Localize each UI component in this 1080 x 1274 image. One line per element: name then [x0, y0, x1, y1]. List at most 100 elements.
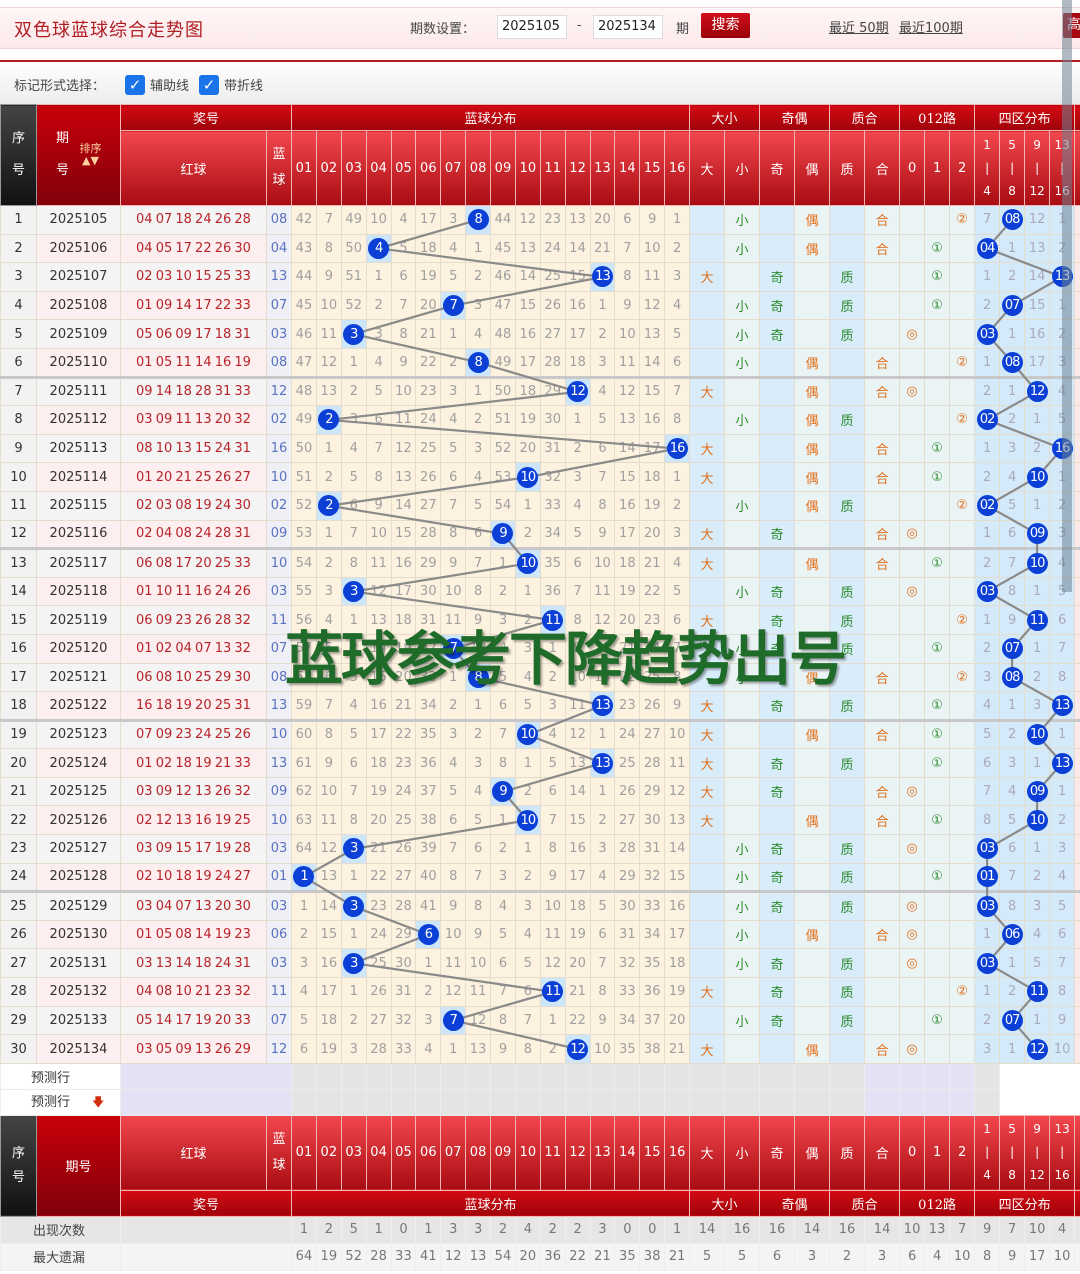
predict-cell[interactable]: [540, 1089, 565, 1115]
search-button[interactable]: 搜索: [701, 13, 750, 38]
predict-cell[interactable]: [865, 1089, 900, 1115]
attr-mark-prime: 合: [876, 1044, 889, 1059]
predict-cell[interactable]: [416, 1089, 441, 1115]
predict-cell[interactable]: [292, 1063, 317, 1089]
predict-cell[interactable]: [341, 1089, 366, 1115]
predict-cell[interactable]: [925, 1063, 950, 1089]
predict-cell[interactable]: [466, 1063, 491, 1089]
header-issue[interactable]: 期号排序▲▼: [37, 105, 121, 206]
fold-line-checkbox[interactable]: ✓: [199, 75, 219, 95]
aux-line-checkbox[interactable]: ✓: [125, 75, 145, 95]
predict-cell[interactable]: [795, 1089, 830, 1115]
predict-cell[interactable]: [665, 1063, 690, 1089]
stats-value: 4: [515, 1216, 540, 1243]
arrow-down-icon[interactable]: 🡇: [92, 1095, 104, 1109]
predict-cell[interactable]: [416, 1063, 441, 1089]
attr-prime: [865, 835, 900, 864]
red-balls: 01 02 18 19 21 33: [121, 749, 267, 778]
miss-count: 29: [416, 549, 441, 578]
predict-label-cell[interactable]: 预测行: [1, 1063, 121, 1089]
predict-cell[interactable]: [466, 1089, 491, 1115]
predict-cell[interactable]: [565, 1063, 590, 1089]
predict-label-cell[interactable]: 预测行 🡇: [1, 1089, 121, 1115]
predict-row[interactable]: 预测行: [1, 1063, 1080, 1089]
predict-row[interactable]: 预测行 🡇: [1, 1089, 1080, 1115]
miss-count: 10: [391, 377, 416, 406]
predict-cell[interactable]: [830, 1089, 865, 1115]
stats-value: 14: [795, 1216, 830, 1243]
predict-cell[interactable]: [316, 1089, 341, 1115]
predict-cell[interactable]: [391, 1063, 416, 1089]
miss-count: 4: [441, 749, 466, 778]
predict-cell[interactable]: [725, 1089, 760, 1115]
predict-cell[interactable]: [565, 1089, 590, 1115]
attr-route: ◎: [900, 835, 925, 864]
predict-cell[interactable]: [366, 1063, 391, 1089]
predict-cell[interactable]: [925, 1089, 950, 1115]
miss-count: 33: [640, 892, 665, 921]
miss-count: 36: [416, 749, 441, 778]
recent-100-link[interactable]: 最近100期: [899, 17, 963, 36]
sort-button[interactable]: 排序▲▼: [80, 143, 102, 167]
predict-red-cell[interactable]: [121, 1089, 292, 1115]
predict-cell[interactable]: [665, 1089, 690, 1115]
predict-cell[interactable]: [366, 1089, 391, 1115]
attr-parity: 偶: [795, 463, 830, 492]
predict-cell[interactable]: [441, 1089, 466, 1115]
attr-route: [950, 1006, 975, 1035]
predict-cell[interactable]: [341, 1063, 366, 1089]
attr-mark-route: ◎: [906, 1042, 917, 1057]
predict-cell[interactable]: [760, 1063, 795, 1089]
miss-count: 3: [515, 892, 540, 921]
predict-cell[interactable]: [515, 1089, 540, 1115]
scrollbar[interactable]: [1062, 0, 1072, 592]
predict-cell[interactable]: [590, 1089, 615, 1115]
predict-cell[interactable]: [760, 1089, 795, 1115]
predict-cell[interactable]: [615, 1063, 640, 1089]
header-num-14: 14: [615, 131, 640, 206]
recent-50-link[interactable]: 最近 50期: [829, 17, 889, 36]
predict-cell[interactable]: [441, 1063, 466, 1089]
miss-count: 15: [565, 806, 590, 835]
predict-cell[interactable]: [690, 1089, 725, 1115]
predict-cell[interactable]: [316, 1063, 341, 1089]
period-to-input[interactable]: 2025134: [593, 15, 663, 39]
period-from-input[interactable]: 2025105: [497, 15, 567, 39]
predict-cell[interactable]: [515, 1063, 540, 1089]
predict-cell[interactable]: [690, 1063, 725, 1089]
predict-cell[interactable]: [725, 1063, 760, 1089]
attr-mark-parity: 奇: [771, 586, 784, 601]
predict-cell[interactable]: [391, 1089, 416, 1115]
predict-cell[interactable]: [795, 1063, 830, 1089]
miss-count: 14: [565, 234, 590, 263]
attr-route: [925, 835, 950, 864]
predict-cell[interactable]: [640, 1063, 665, 1089]
predict-cell[interactable]: [491, 1063, 516, 1089]
blue-ball: 07: [267, 291, 292, 320]
predict-cell[interactable]: [640, 1089, 665, 1115]
predict-cell[interactable]: [292, 1089, 317, 1115]
predict-cell[interactable]: [900, 1089, 925, 1115]
attr-parity: [795, 949, 830, 978]
header-zone-1: 1|4: [975, 1115, 1000, 1190]
attr-size: 小: [725, 291, 760, 320]
miss-count: 17: [565, 863, 590, 892]
predict-cell[interactable]: [540, 1063, 565, 1089]
row-number: 17: [1, 663, 37, 692]
predict-cell[interactable]: [950, 1089, 975, 1115]
miss-count: 2: [316, 463, 341, 492]
row-tail: [1075, 692, 1080, 721]
predict-cell[interactable]: [830, 1063, 865, 1089]
predict-cell[interactable]: [615, 1089, 640, 1115]
predict-cell[interactable]: [590, 1063, 615, 1089]
miss-count: 25: [416, 434, 441, 463]
attr-mark-size: 小: [736, 357, 749, 372]
predict-cell[interactable]: [491, 1089, 516, 1115]
check-icon: ✓: [203, 76, 216, 94]
predict-cell[interactable]: [900, 1063, 925, 1089]
header-group-route: 012路: [900, 1190, 975, 1216]
predict-red-cell[interactable]: [121, 1063, 292, 1089]
predict-cell[interactable]: [865, 1063, 900, 1089]
predict-label: 预测行: [31, 1095, 70, 1110]
predict-cell[interactable]: [950, 1063, 975, 1089]
